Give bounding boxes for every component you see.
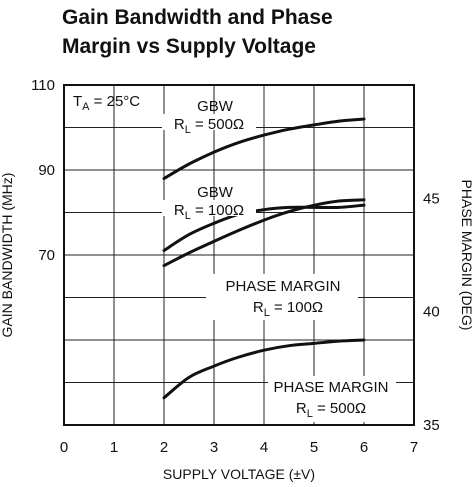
annotation-line-1: PHASE MARGIN [273, 379, 388, 396]
annotation-phase-margin-100: PHASE MARGIN RL = 100Ω [206, 274, 358, 320]
annotation-line-1: PHASE MARGIN [225, 278, 340, 295]
annotation-background [206, 274, 358, 320]
y-axis-left-title: GAIN BANDWIDTH (MHz) [0, 173, 15, 338]
annotation-line-2: RL = 100Ω [253, 299, 323, 319]
x-tick-label: 0 [60, 439, 68, 456]
series-line-3 [162, 203, 366, 252]
x-tick-label: 1 [110, 439, 118, 456]
annotation-background [162, 114, 256, 130]
series-line-2 [162, 198, 366, 268]
annotation-line-2: RL = 500Ω [296, 400, 366, 420]
x-tick-label: 3 [210, 439, 218, 456]
x-tick-label: 7 [410, 439, 418, 456]
x-tick-label: 6 [360, 439, 368, 456]
temperature-symbol: T [73, 93, 82, 110]
y-left-tick-label: 90 [38, 162, 55, 179]
temperature-condition: TA = 25°C [73, 93, 140, 113]
resistor-value: = 100Ω [191, 202, 244, 219]
x-axis-title: SUPPLY VOLTAGE (±V) [163, 466, 315, 482]
annotation-gbw-500: GBW RL = 500Ω [162, 98, 256, 136]
plot-frame [63, 84, 415, 426]
annotation-line-2: RL = 500Ω [174, 116, 244, 136]
annotation-line-2: RL = 100Ω [174, 202, 244, 222]
y-left-tick-label: 70 [38, 247, 55, 264]
temperature-value: = 25°C [90, 93, 141, 110]
annotation-background [268, 376, 396, 422]
grid [64, 85, 414, 425]
temperature-subscript: A [82, 101, 90, 113]
series-lines [162, 117, 366, 400]
resistor-value: = 100Ω [270, 299, 323, 316]
annotation-gbw-100: GBW RL = 100Ω [162, 184, 256, 222]
y-right-tick-label: 45 [423, 190, 440, 207]
series-line-4 [162, 338, 366, 400]
resistor-symbol: R [296, 400, 307, 417]
resistor-subscript: L [185, 124, 191, 136]
resistor-subscript: L [264, 307, 270, 319]
annotation-phase-margin-500: PHASE MARGIN RL = 500Ω [268, 376, 396, 422]
resistor-subscript: L [185, 210, 191, 222]
series-line-1 [162, 117, 366, 180]
x-tick-label: 2 [160, 439, 168, 456]
x-tick-label: 5 [310, 439, 318, 456]
x-tick-label: 4 [260, 439, 268, 456]
resistor-value: = 500Ω [191, 116, 244, 133]
resistor-subscript: L [307, 408, 313, 420]
annotation-line-1: GBW [197, 98, 234, 115]
y-left-tick-label: 110 [31, 77, 55, 94]
chart-title-line-2: Margin vs Supply Voltage [62, 35, 316, 58]
resistor-value: = 500Ω [313, 400, 366, 417]
resistor-symbol: R [174, 116, 185, 133]
annotation-background [162, 200, 256, 216]
resistor-symbol: R [174, 202, 185, 219]
annotation-line-1: GBW [197, 184, 234, 201]
y-axis-right-title: PHASE MARGIN (DEG) [459, 180, 475, 331]
chart-title-line-1: Gain Bandwidth and Phase [62, 6, 333, 29]
resistor-symbol: R [253, 299, 264, 316]
y-right-tick-label: 35 [423, 417, 440, 434]
y-right-tick-label: 40 [423, 304, 440, 321]
